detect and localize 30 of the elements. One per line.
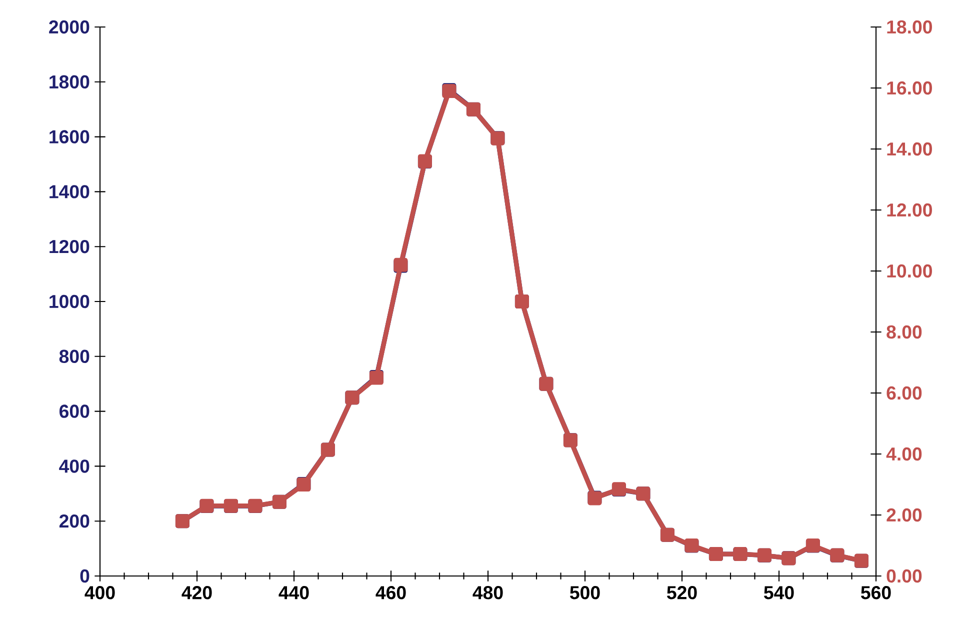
x-tick-label: 400: [84, 586, 115, 600]
y2-tick-label: 10.00: [887, 264, 932, 278]
y-tick-label: 0: [80, 569, 90, 583]
y2-tick-label: 8.00: [886, 325, 922, 339]
y2-tick-label: 12.00: [887, 203, 932, 217]
y-tick-label: 800: [59, 350, 90, 364]
y-tick-label: 1600: [50, 130, 90, 144]
y-tick-label: 600: [60, 404, 90, 418]
y2-tick-label: 14.00: [887, 142, 932, 156]
y2-tick-label: 16.00: [887, 81, 932, 95]
y-tick-label: 2000: [49, 20, 90, 34]
x-tick-label: 520: [666, 586, 697, 600]
y2-tick-label: 2.00: [886, 508, 922, 522]
y2-tick-label: 4.00: [886, 447, 922, 461]
y-tick-label: 1800: [50, 75, 90, 89]
x-tick-label: 460: [376, 586, 406, 600]
x-tick-label: 500: [570, 586, 600, 600]
y-tick-label: 1000: [50, 294, 90, 308]
y-tick-label: 400: [59, 460, 90, 473]
y-tick-label: 200: [59, 514, 90, 528]
x-tick-label: 440: [278, 586, 309, 600]
y2-tick-label: 18.00: [887, 20, 932, 34]
x-tick-label: 540: [764, 586, 794, 600]
y-tick-label: 1200: [50, 240, 90, 254]
x-tick-label: 560: [861, 586, 891, 600]
y-tick-label: 1400: [50, 185, 90, 198]
y2-tick-label: 6.00: [886, 386, 922, 400]
x-tick-label: 420: [182, 586, 212, 600]
y2-tick-label: 0.00: [886, 569, 922, 583]
x-tick-label: 480: [472, 586, 503, 600]
